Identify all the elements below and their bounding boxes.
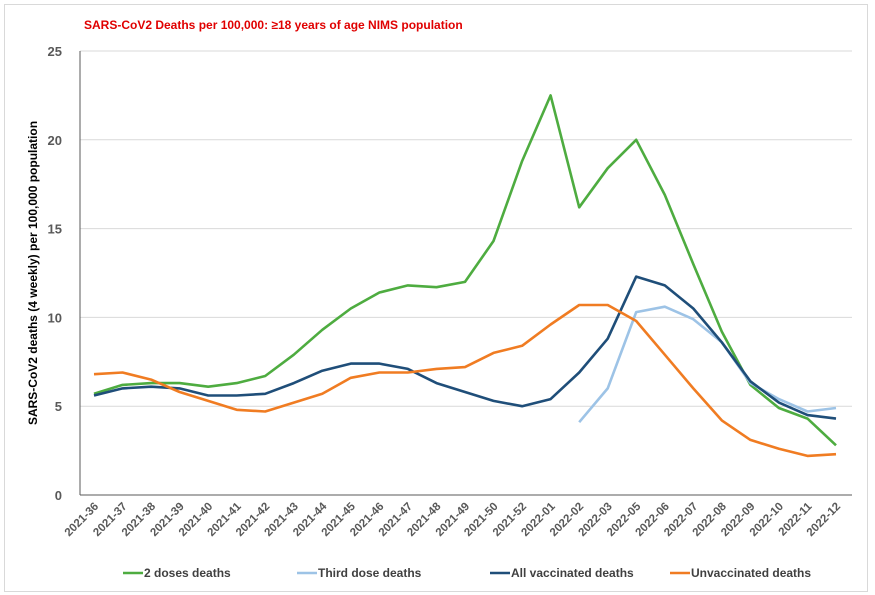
- y-axis-ticks: 0 5 10 15 20 25: [48, 44, 62, 503]
- y-tick-label: 15: [48, 222, 62, 237]
- legend-item: Third dose deaths: [297, 566, 422, 580]
- axes: [79, 51, 852, 496]
- legend-label: 2 doses deaths: [144, 566, 231, 580]
- gridlines: [80, 50, 852, 407]
- y-tick-label: 20: [48, 133, 62, 148]
- series-lines: [93, 94, 837, 458]
- chart-title: SARS-CoV2 Deaths per 100,000: ≥18 years …: [84, 18, 463, 32]
- x-axis-ticks: 2021-362021-372021-382021-392021-402021-…: [63, 500, 843, 539]
- legend-item: Unvaccinated deaths: [670, 566, 811, 580]
- y-tick-label: 10: [48, 310, 62, 325]
- legend-label: All vaccinated deaths: [511, 566, 634, 580]
- series-line-third-dose-deaths: [578, 305, 837, 424]
- legend-label: Unvaccinated deaths: [691, 566, 811, 580]
- legend-label: Third dose deaths: [318, 566, 422, 580]
- chart-frame: [4, 4, 868, 592]
- legend-item: All vaccinated deaths: [490, 566, 634, 580]
- y-tick-label: 0: [55, 488, 62, 503]
- y-axis-label: SARS-CoV2 deaths (4 weekly) per 100,000 …: [26, 121, 40, 425]
- legend: 2 doses deaths Third dose deaths All vacci…: [123, 566, 811, 580]
- series-line-unvaccinated-deaths: [93, 303, 837, 458]
- legend-item: 2 doses deaths: [123, 566, 231, 580]
- series-line-all-vaccinated-deaths: [93, 275, 837, 420]
- y-tick-label: 25: [48, 44, 62, 59]
- y-tick-label: 5: [55, 399, 62, 414]
